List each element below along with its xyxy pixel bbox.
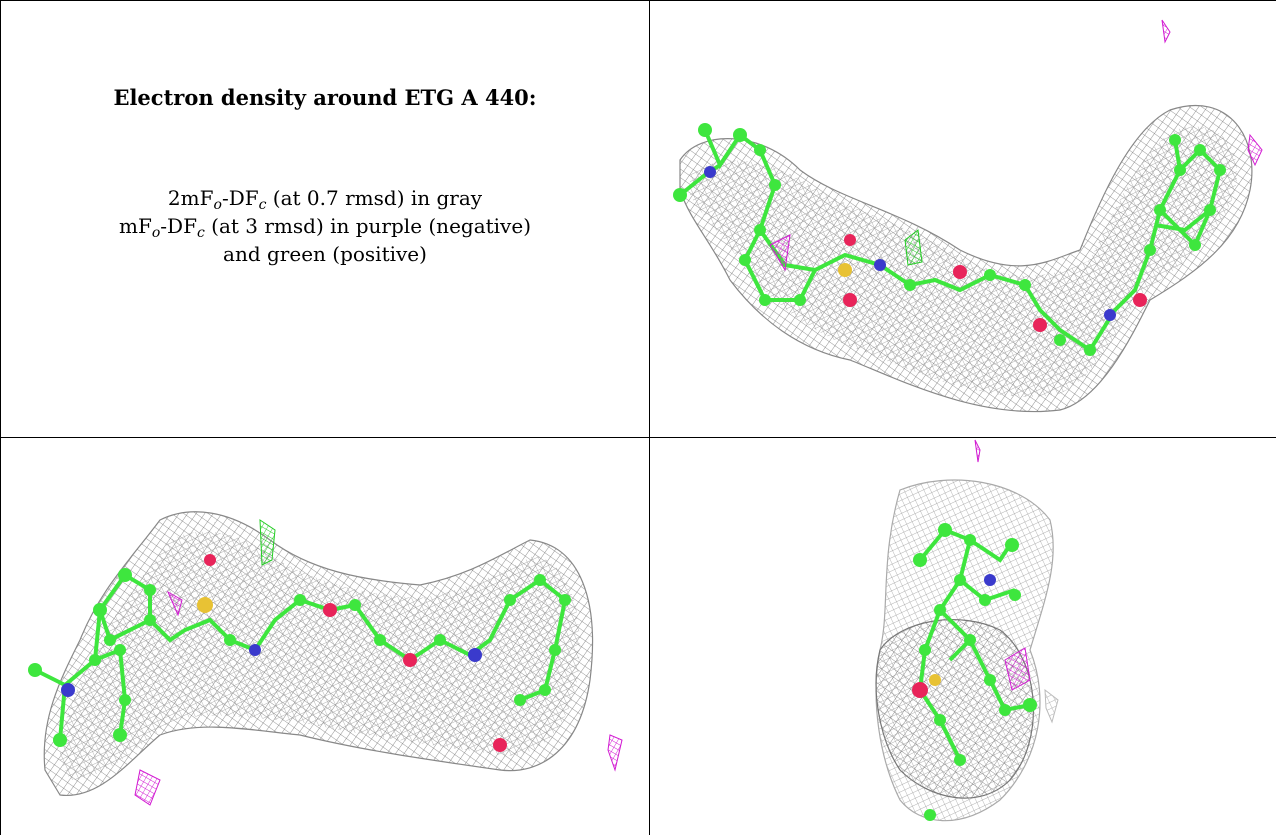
- neg-density-left: [134, 769, 161, 806]
- border-top: [0, 0, 1276, 1]
- caption-line-3: and green (positive): [223, 242, 427, 266]
- divider-horizontal: [0, 437, 1276, 438]
- view-bottom-left: [28, 511, 623, 806]
- view-top-right: [673, 19, 1263, 413]
- atoms-left: [28, 554, 571, 752]
- caption-line-1: 2mFo-DFc (at 0.7 rmsd) in gray: [167, 186, 483, 213]
- caption-description: 2mFo-DFc (at 0.7 rmsd) in gray mFo-DFc (…: [10, 184, 640, 268]
- pos-density-top: [904, 229, 923, 266]
- divider-vertical: [649, 0, 650, 835]
- pos-density-left: [259, 519, 276, 566]
- atoms-right: [912, 523, 1037, 821]
- view-bottom-right: [875, 439, 1059, 822]
- neg-density-right: [1004, 647, 1031, 691]
- caption-line-2: mFo-DFc (at 3 rmsd) in purple (negative): [119, 214, 531, 241]
- border-left: [0, 0, 1, 835]
- neg-density-top: [769, 234, 791, 272]
- caption-cell: Electron density around ETG A 440: 2mFo-…: [10, 85, 640, 268]
- caption-title: Electron density around ETG A 440:: [113, 85, 537, 110]
- atoms-top: [673, 123, 1226, 356]
